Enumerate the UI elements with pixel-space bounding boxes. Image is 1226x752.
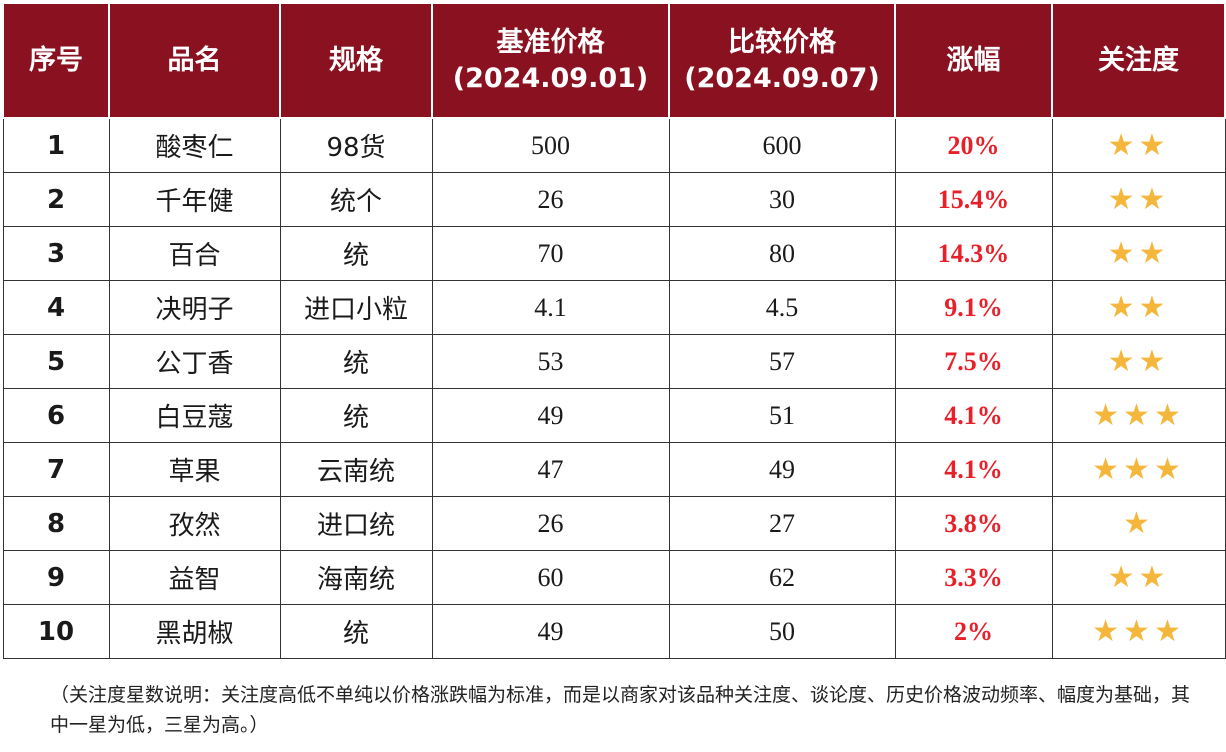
cell-change: 20% <box>894 117 1053 173</box>
cell-base-price: 500 <box>431 117 670 173</box>
cell-name: 公丁香 <box>108 334 281 389</box>
table-row: 10 黑胡椒统 49 50 2% ★★★ <box>2 604 1226 659</box>
cell-base-price: 49 <box>431 388 670 443</box>
cell-spec: 云南统 <box>279 442 433 497</box>
cell-name: 益智 <box>108 550 281 605</box>
header-compare-price-label: 比较价格 <box>728 26 836 58</box>
cell-name: 千年健 <box>108 172 281 227</box>
cell-attention-stars: ★★★ <box>1051 604 1226 659</box>
cell-index: 4 <box>2 280 110 335</box>
cell-base-price: 49 <box>431 604 670 659</box>
cell-change: 9.1% <box>894 280 1053 335</box>
cell-attention-stars: ★★ <box>1051 550 1226 605</box>
cell-spec: 统 <box>279 334 433 389</box>
cell-attention-stars: ★★★ <box>1051 388 1226 443</box>
cell-compare-price: 27 <box>668 496 896 551</box>
header-compare-price: 比较价格 (2024.09.07) <box>668 2 896 119</box>
cell-change: 3.3% <box>894 550 1053 605</box>
table-row: 9 益智 海南统 60 62 3.3% ★★ <box>2 550 1226 605</box>
cell-spec: 统 <box>279 226 433 281</box>
cell-compare-price: 50 <box>668 604 896 659</box>
header-base-price: 基准价格 (2024.09.01) <box>431 2 670 119</box>
cell-index: 10 <box>2 604 110 659</box>
header-base-price-date: (2024.09.01) <box>452 62 649 94</box>
cell-spec: 海南统 <box>279 550 433 605</box>
cell-change: 3.8% <box>894 496 1053 551</box>
table-header-row: 序号 品名 规格 基准价格 (2024.09.01) 比较价格 (2024.09… <box>2 2 1226 119</box>
cell-change: 2% <box>894 604 1053 659</box>
cell-base-price: 60 <box>431 550 670 605</box>
table-row: 3 百合统 70 80 14.3% ★★ <box>2 226 1226 281</box>
cell-spec: 进口统 <box>279 496 433 551</box>
cell-index: 1 <box>2 117 110 173</box>
cell-attention-stars: ★★ <box>1051 172 1226 227</box>
cell-name: 黑胡椒 <box>108 604 281 659</box>
table-row: 6 白豆蔻统 49 51 4.1% ★★★ <box>2 388 1226 443</box>
header-index: 序号 <box>2 2 110 119</box>
cell-base-price: 26 <box>431 172 670 227</box>
cell-base-price: 53 <box>431 334 670 389</box>
table-row: 2 千年健 统个 26 30 15.4% ★★ <box>2 172 1226 227</box>
cell-base-price: 70 <box>431 226 670 281</box>
cell-attention-stars: ★★ <box>1051 226 1226 281</box>
cell-spec: 统 <box>279 388 433 443</box>
cell-attention-stars: ★★ <box>1051 280 1226 335</box>
cell-compare-price: 30 <box>668 172 896 227</box>
cell-base-price: 4.1 <box>431 280 670 335</box>
cell-attention-stars: ★★★ <box>1051 442 1226 497</box>
cell-index: 3 <box>2 226 110 281</box>
cell-spec: 进口小粒 <box>279 280 433 335</box>
cell-name: 百合 <box>108 226 281 281</box>
cell-index: 5 <box>2 334 110 389</box>
cell-spec: 统 <box>279 604 433 659</box>
table-row: 8 孜然 进口统 26 27 3.8% ★ <box>2 496 1226 551</box>
header-compare-price-date: (2024.09.07) <box>684 62 880 94</box>
cell-index: 9 <box>2 550 110 605</box>
cell-change: 14.3% <box>894 226 1053 281</box>
cell-compare-price: 57 <box>668 334 896 389</box>
table-row: 1 酸枣仁 98货 500 600 20% ★★ <box>2 117 1226 173</box>
cell-name: 孜然 <box>108 496 281 551</box>
cell-compare-price: 62 <box>668 550 896 605</box>
header-attention: 关注度 <box>1051 2 1226 119</box>
cell-spec: 98货 <box>279 117 433 173</box>
cell-attention-stars: ★ <box>1051 496 1226 551</box>
cell-compare-price: 49 <box>668 442 896 497</box>
cell-name: 酸枣仁 <box>108 117 281 173</box>
cell-spec: 统个 <box>279 172 433 227</box>
cell-change: 4.1% <box>894 388 1053 443</box>
cell-compare-price: 51 <box>668 388 896 443</box>
table-row: 4 决明子 进口小粒 4.1 4.5 9.1% ★★ <box>2 280 1226 335</box>
cell-attention-stars: ★★ <box>1051 117 1226 173</box>
cell-compare-price: 4.5 <box>668 280 896 335</box>
cell-index: 7 <box>2 442 110 497</box>
table-row: 7 草果 云南统 47 49 4.1% ★★★ <box>2 442 1226 497</box>
cell-attention-stars: ★★ <box>1051 334 1226 389</box>
cell-base-price: 26 <box>431 496 670 551</box>
cell-change: 15.4% <box>894 172 1053 227</box>
cell-name: 草果 <box>108 442 281 497</box>
table-row: 5 公丁香统 53 57 7.5% ★★ <box>2 334 1226 389</box>
header-spec: 规格 <box>279 2 433 119</box>
cell-index: 2 <box>2 172 110 227</box>
attention-rating-note: （关注度星数说明：关注度高低不单纯以价格涨跌幅为标准，而是以商家对该品种关注度、… <box>50 684 1191 736</box>
header-name: 品名 <box>108 2 281 119</box>
price-change-table: 序号 品名 规格 基准价格 (2024.09.01) 比较价格 (2024.09… <box>2 2 1226 659</box>
cell-change: 4.1% <box>894 442 1053 497</box>
header-base-price-label: 基准价格 <box>496 26 605 58</box>
table-body: 1 酸枣仁 98货 500 600 20% ★★ 2 千年健 统个 26 30 15.4% ★★ 3 百合统 7… <box>2 117 1226 659</box>
cell-base-price: 47 <box>431 442 670 497</box>
header-change: 涨幅 <box>894 2 1053 119</box>
price-table-container: 序号 品名 规格 基准价格 (2024.09.01) 比较价格 (2024.09… <box>2 2 1226 659</box>
cell-name: 白豆蔻 <box>108 388 281 443</box>
cell-index: 8 <box>2 496 110 551</box>
cell-compare-price: 600 <box>668 117 896 173</box>
cell-name: 决明子 <box>108 280 281 335</box>
cell-index: 6 <box>2 388 110 443</box>
cell-compare-price: 80 <box>668 226 896 281</box>
cell-change: 7.5% <box>894 334 1053 389</box>
